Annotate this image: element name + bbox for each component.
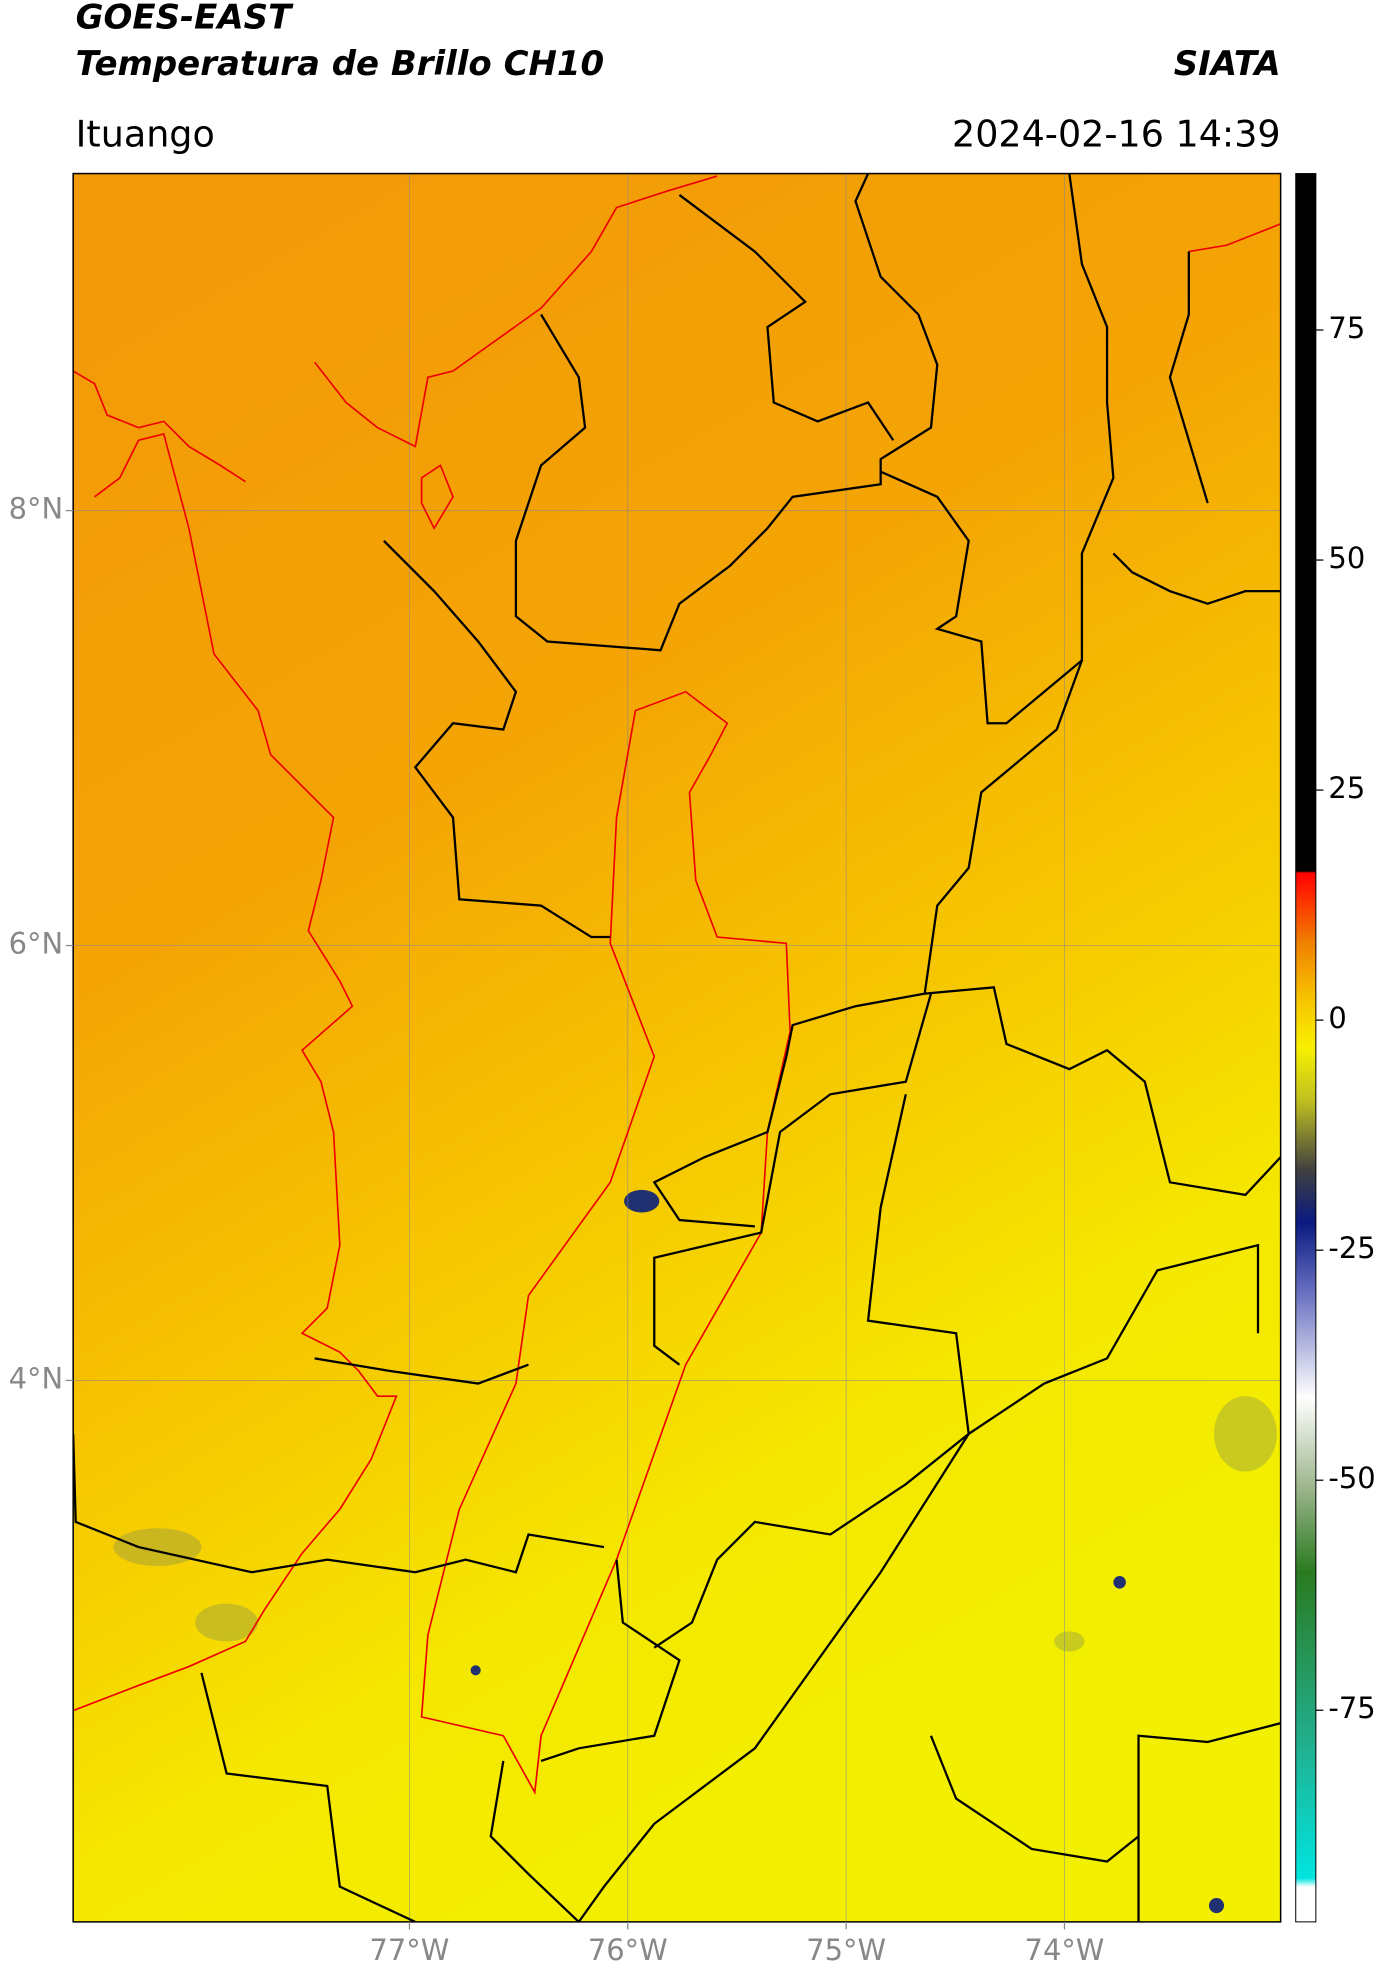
x-tick-label: 74°W — [1025, 1933, 1105, 1967]
colorbar-tick-label: -50 — [1328, 1461, 1375, 1495]
location: Ituango — [76, 112, 215, 155]
subtitle: Temperatura de Brillo CH10 — [76, 44, 604, 84]
coastline — [73, 175, 1281, 1712]
y-tick-label: 8°N — [9, 492, 63, 526]
y-tick-label: 6°N — [9, 927, 63, 961]
colorbar-tick-label: -25 — [1328, 1231, 1375, 1265]
map-area — [73, 173, 1281, 1922]
x-tick-label: 76°W — [588, 1933, 668, 1967]
map-frame — [72, 172, 1282, 1923]
y-tick-label: 4°N — [9, 1361, 63, 1395]
temperature-field — [73, 173, 1281, 1922]
source: SIATA — [1174, 44, 1281, 84]
x-tick-label: 77°W — [370, 1933, 450, 1967]
grid — [73, 173, 1281, 1922]
colorbar-tick-label: -75 — [1328, 1691, 1375, 1725]
datetime: 2024-02-16 14:39 — [952, 112, 1281, 155]
colorbar-tick-label: 25 — [1328, 771, 1365, 805]
region-outline — [420, 690, 791, 1795]
axes: 77°W 76°W 75°W 74°W 4°N 6°N 8°N — [9, 492, 1105, 1967]
colorbar-tick-label: 0 — [1328, 1001, 1346, 1035]
colorbar-tick-label: 50 — [1328, 541, 1365, 575]
department-borders — [73, 173, 1281, 1922]
x-tick-label: 75°W — [806, 1933, 886, 1967]
cold-spots — [470, 1189, 1225, 1914]
colorbar — [1295, 173, 1317, 1923]
colorbar-ticks: -75 -50 -25 0 25 50 75 — [1315, 311, 1376, 1725]
colorbar-tick-label: 75 — [1328, 311, 1365, 345]
title: GOES-EAST — [76, 0, 294, 37]
